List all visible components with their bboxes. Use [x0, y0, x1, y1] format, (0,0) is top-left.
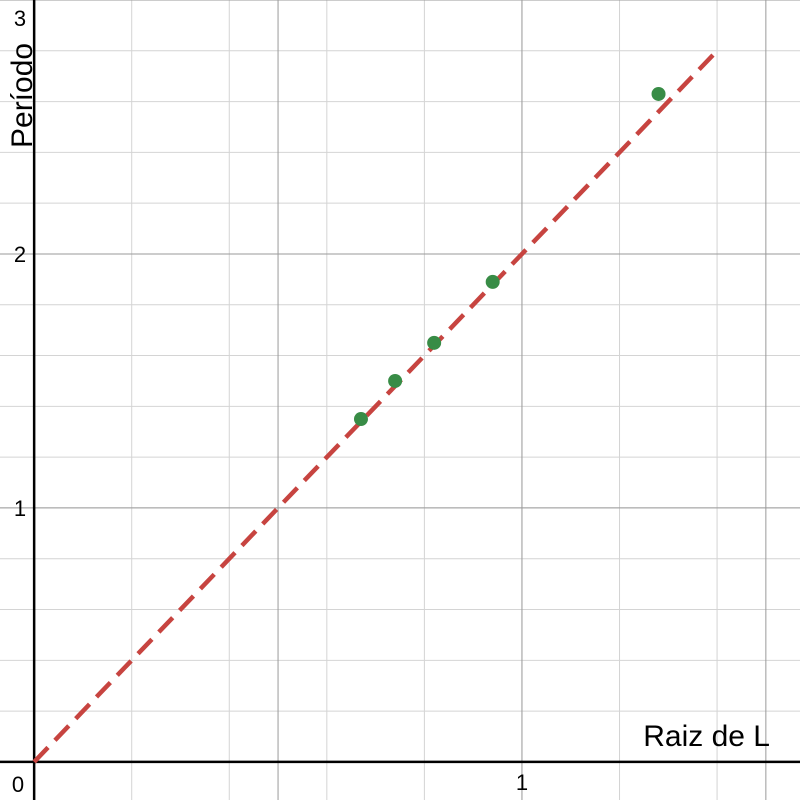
y-tick-label: 1 — [14, 496, 26, 521]
data-point — [388, 373, 403, 388]
x-tick-label: 1 — [516, 770, 528, 795]
x-tick-label: 0 — [12, 772, 24, 797]
fit-line-group — [32, 49, 719, 764]
y-axis-label: Período — [6, 43, 39, 148]
data-points — [353, 86, 666, 427]
fit-line — [32, 49, 719, 764]
y-tick-label: 2 — [14, 242, 26, 267]
data-point — [353, 412, 368, 427]
y-tick-label: 3 — [14, 6, 26, 31]
data-point — [427, 335, 442, 350]
x-axis-label: Raiz de L — [643, 720, 770, 753]
data-point — [485, 274, 500, 289]
data-point — [651, 86, 666, 101]
tick-labels: 0 1 1 2 3 — [12, 6, 528, 797]
